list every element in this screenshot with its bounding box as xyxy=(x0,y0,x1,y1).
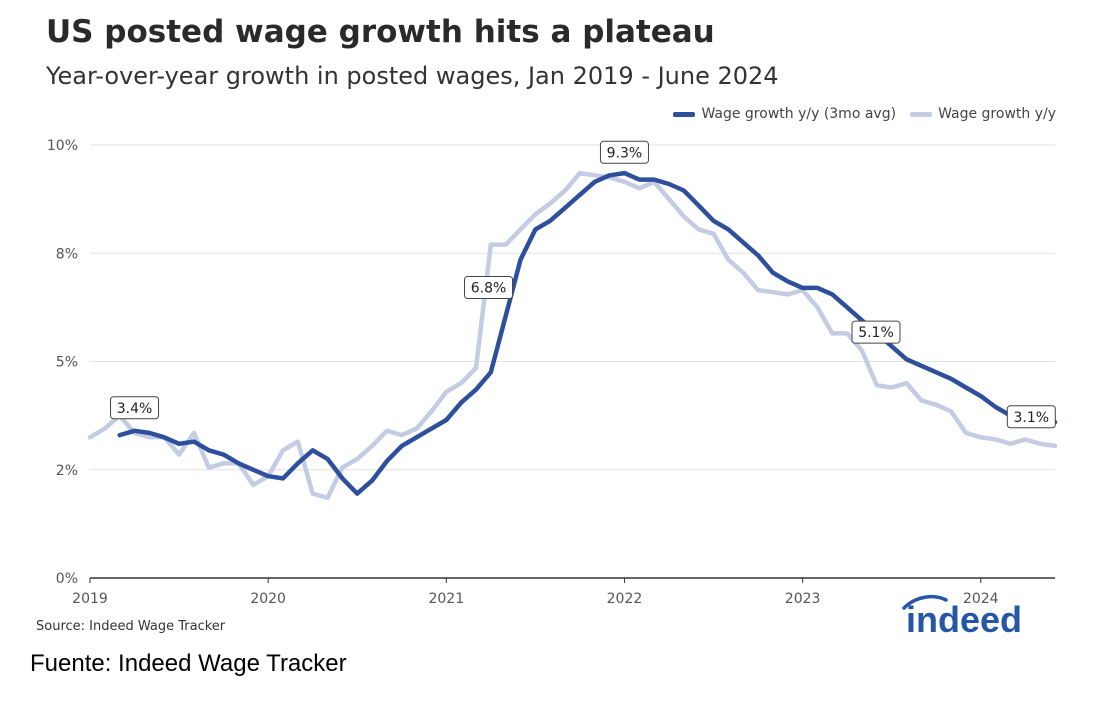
y-tick-label: 10% xyxy=(47,138,78,154)
y-tick-label: 8% xyxy=(56,246,78,262)
legend-swatch-3mo-avg xyxy=(673,111,696,117)
chart-subtitle: Year-over-year growth in posted wages, J… xyxy=(46,62,779,90)
legend: Wage growth y/y (3mo avg) Wage growth y/… xyxy=(673,106,1056,122)
footer-caption: Fuente: Indeed Wage Tracker xyxy=(30,650,347,677)
y-tick-label: 2% xyxy=(56,463,78,479)
annotation-box xyxy=(464,276,514,300)
annotation-label: 3.4% xyxy=(117,401,153,417)
chart-title: US posted wage growth hits a plateau xyxy=(46,14,715,50)
x-tick-label: 2020 xyxy=(250,591,286,607)
series-line-3mo-avg xyxy=(117,170,1058,496)
legend-item-3mo-avg: Wage growth y/y (3mo avg) xyxy=(673,106,896,122)
legend-label-monthly: Wage growth y/y xyxy=(938,106,1056,122)
y-tick-label: 0% xyxy=(56,571,78,587)
annotation-label: 9.3% xyxy=(607,145,643,161)
x-tick-label: 2021 xyxy=(428,591,464,607)
annotation-label: 6.8% xyxy=(471,281,507,297)
annotation-box xyxy=(110,396,160,420)
x-tick-label: 2023 xyxy=(785,591,821,607)
annotation-label: 3.1% xyxy=(1014,410,1050,426)
annotation-box xyxy=(599,140,649,164)
series-line-monthly xyxy=(87,170,1058,501)
annotation-label: 5.1% xyxy=(858,325,894,341)
source-note: Source: Indeed Wage Tracker xyxy=(36,619,226,634)
annotation-box xyxy=(851,320,901,344)
x-tick-label: 2019 xyxy=(72,591,108,607)
legend-label-3mo-avg: Wage growth y/y (3mo avg) xyxy=(701,106,897,122)
legend-swatch-monthly xyxy=(910,111,933,117)
indeed-logo-text: indeed xyxy=(906,599,1022,638)
x-tick-label: 2022 xyxy=(607,591,643,607)
x-tick-label: 2024 xyxy=(963,591,999,607)
indeed-logo: indeed xyxy=(902,594,1022,638)
y-tick-label: 5% xyxy=(56,355,78,371)
legend-item-monthly: Wage growth y/y xyxy=(910,106,1056,122)
annotation-box xyxy=(1006,405,1056,429)
